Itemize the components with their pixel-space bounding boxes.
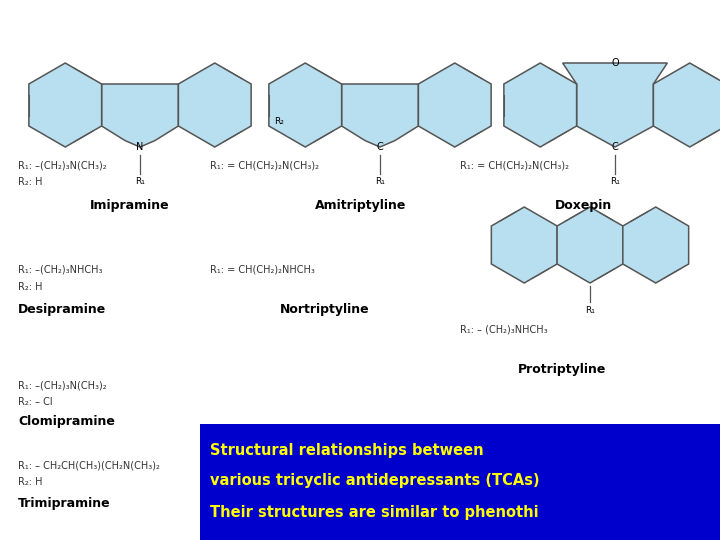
Polygon shape	[491, 207, 557, 283]
Polygon shape	[341, 84, 418, 147]
Text: Trimipramine: Trimipramine	[18, 496, 111, 510]
Text: R₁: R₁	[585, 306, 595, 315]
Text: Nortriptyline: Nortriptyline	[280, 303, 369, 316]
Text: Protriptyline: Protriptyline	[518, 363, 606, 376]
Polygon shape	[102, 84, 179, 147]
Polygon shape	[562, 63, 667, 147]
Text: Doxepin: Doxepin	[555, 199, 612, 212]
Polygon shape	[504, 63, 577, 147]
Text: Desipramine: Desipramine	[18, 303, 107, 316]
Polygon shape	[29, 63, 102, 147]
Text: Their structures are similar to phenothi: Their structures are similar to phenothi	[210, 504, 539, 519]
Text: R₁: R₁	[135, 177, 145, 186]
Text: Imipramine: Imipramine	[90, 199, 170, 212]
Text: R₂: H: R₂: H	[18, 177, 42, 187]
Text: R₁: –(CH₂)₃N(CH₃)₂: R₁: –(CH₂)₃N(CH₃)₂	[18, 380, 107, 390]
Text: R₁: = CH(CH₂)₂N(CH₃)₂: R₁: = CH(CH₂)₂N(CH₃)₂	[460, 160, 569, 170]
Text: Clomipramine: Clomipramine	[18, 415, 115, 429]
Text: R₁: = CH(CH₂)₂N(CH₃)₂: R₁: = CH(CH₂)₂N(CH₃)₂	[210, 160, 319, 170]
Text: R₂: H: R₂: H	[18, 282, 42, 292]
Text: R₁: –(CH₂)₃NHCH₃: R₁: –(CH₂)₃NHCH₃	[18, 265, 102, 275]
Text: R₁: R₁	[375, 177, 385, 186]
Text: R₁: – (CH₂)₃NHCH₃: R₁: – (CH₂)₃NHCH₃	[460, 325, 548, 335]
Text: R₂: – Cl: R₂: – Cl	[18, 397, 53, 407]
Text: R₁: = CH(CH₂)₂NHCH₃: R₁: = CH(CH₂)₂NHCH₃	[210, 265, 315, 275]
Text: Structural relationships between: Structural relationships between	[210, 442, 484, 457]
Polygon shape	[418, 63, 491, 147]
Polygon shape	[623, 207, 688, 283]
Text: N: N	[136, 142, 144, 152]
Polygon shape	[557, 207, 623, 283]
Polygon shape	[653, 63, 720, 147]
Text: O: O	[611, 58, 618, 68]
Text: R₂: H: R₂: H	[18, 477, 42, 487]
Text: various tricyclic antidepressants (TCAs): various tricyclic antidepressants (TCAs)	[210, 472, 539, 488]
Polygon shape	[179, 63, 251, 147]
Text: R₁: –(CH₂)₃N(CH₃)₂: R₁: –(CH₂)₃N(CH₃)₂	[18, 160, 107, 170]
Text: R₁: R₁	[610, 177, 620, 186]
Text: R₂: R₂	[274, 117, 284, 126]
Bar	[200, 424, 720, 540]
Text: Amitriptyline: Amitriptyline	[315, 199, 406, 212]
Text: C: C	[377, 142, 383, 152]
Polygon shape	[269, 63, 341, 147]
Text: R₁: – CH₂CH(CH₃)(CH₂N(CH₃)₂: R₁: – CH₂CH(CH₃)(CH₂N(CH₃)₂	[18, 460, 160, 470]
Text: C: C	[611, 142, 618, 152]
